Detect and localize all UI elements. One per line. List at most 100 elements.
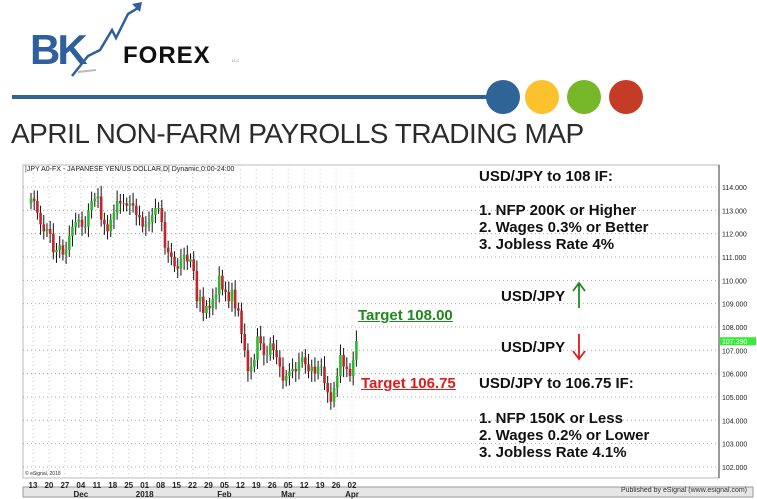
x-tick-label: 29 [204,481,213,490]
candle-body [233,289,237,309]
chart-title: |JPY A0-FX - JAPANESE YEN/US DOLLAR,D| D… [25,166,235,173]
candle-body [166,247,170,253]
candle-body [36,200,39,213]
page-title: APRIL NON-FARM PAYROLLS TRADING MAP [11,118,584,149]
x-month-label: Feb [217,490,231,499]
candle-body [122,203,125,205]
candle-body [29,198,33,204]
x-tick-label: 05 [220,481,229,490]
candle-body [205,305,208,313]
candle-body [230,289,234,302]
y-tick-label: 109.000 [722,302,747,309]
candle-body [217,275,221,295]
candle-body [93,198,97,201]
candle-body [45,228,49,232]
candle-body [103,219,106,225]
arrow-up-icon [572,281,586,308]
x-month-label: Apr [345,490,359,499]
candle-body [227,291,231,302]
header-rule [12,95,502,99]
candle-body [32,198,36,201]
candle-body [355,340,358,360]
candle-body [300,357,304,362]
target-up: Target 108.00 [358,307,453,324]
x-tick-label: 13 [29,481,38,490]
dot-blue [486,80,520,114]
candle-body [74,221,77,227]
y-tick-label: 108.000 [722,325,747,332]
candle-body [265,354,269,356]
candle-body [262,343,266,355]
candle-body [83,226,87,228]
candle-body [304,357,307,365]
candle-body [272,343,275,351]
candle-body [48,228,52,234]
x-month-label: Mar [281,490,295,499]
x-tick-label: 15 [172,481,181,490]
y-tick-label: 111.000 [722,255,746,262]
candle-body [351,359,355,376]
candle-body [214,294,218,299]
candle-body [246,350,250,372]
down-label: USD/JPY [501,339,566,356]
candle-body [256,336,259,360]
candle-body [163,221,167,248]
candle-body [150,214,154,222]
candle-body [297,361,301,372]
candle-body [237,308,240,311]
x-tick-label: 25 [124,481,133,490]
candle-body [179,259,183,269]
y-tick-label: 114.000 [722,185,747,192]
candle-body [52,233,55,253]
candle-body [339,354,342,376]
candle-body [176,266,180,269]
arrow-down-icon [572,334,586,361]
x-tick-label: 04 [76,481,85,490]
logo-arrow-icon [71,2,142,77]
candle-body [128,203,132,206]
candle-body [329,392,333,402]
dot-yellow [525,80,559,114]
candle-body [71,226,74,236]
x-tick-label: 26 [332,481,341,490]
candle-body [67,235,71,250]
y-tick-label: 103.000 [722,442,747,449]
candle-body [221,275,224,290]
bull-item: 3. Jobless Rate 4% [479,236,615,253]
candle-body [157,207,160,209]
candle-body [201,296,205,313]
x-tick-label: 08 [156,481,165,490]
dot-red [609,80,643,114]
candle-body [224,289,227,292]
bear-item: 3. Jobless Rate 4.1% [479,444,627,461]
bull-item: 2. Wages 0.3% or Better [479,219,649,236]
candle-body [268,343,272,355]
candle-body [138,214,141,218]
last-price-tag [720,337,756,346]
y-tick-label: 104.000 [722,418,747,425]
y-tick-label: 106.000 [722,372,747,379]
x-tick-label: 27 [60,481,69,490]
candle-body [198,296,202,302]
candle-body [112,212,116,220]
candle-body [310,366,314,372]
candle-body [64,249,68,255]
candle-body [55,249,58,253]
candle-body [134,205,138,215]
candle-body [253,359,256,367]
candle-body [80,219,84,227]
candle-body [335,375,339,388]
candle-body [275,350,278,358]
candle-body [96,196,100,199]
candle-body [182,254,186,260]
candle-body [119,200,122,204]
candle-body [154,207,157,215]
footer-bar [22,486,754,498]
candle-body [58,245,62,250]
candle-body [323,366,326,383]
bull-heading: USD/JPY to 108 IF: [479,168,613,185]
y-tick-label: 105.000 [722,395,747,402]
x-tick-label: 12 [236,481,245,490]
candle-body [313,366,317,374]
candle-body [195,270,199,302]
